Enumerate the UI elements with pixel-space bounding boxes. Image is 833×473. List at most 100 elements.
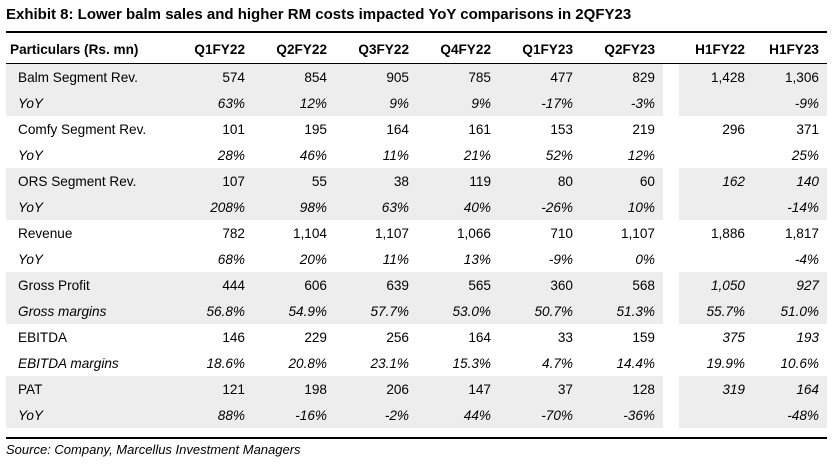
half-year-value-cell [679, 90, 753, 116]
header-quarter: Q1FY23 [499, 35, 581, 64]
row-label: Comfy Segment Rev. [18, 121, 147, 137]
quarter-value-cell: 146 [222, 329, 245, 345]
table-row: YoY 28% 46% 11% 21% 52% 12% 25% [6, 142, 827, 168]
quarter-value-cell: 128 [581, 376, 663, 402]
quarter-value-cell: 854 [253, 63, 335, 90]
quarter-value-cell: 40% [417, 194, 499, 220]
half-year-value-cell: 319 [679, 376, 753, 402]
quarter-value-cell: 57.7% [335, 298, 417, 324]
half-year-value-cell: 371 [796, 121, 819, 137]
bottom-rule [6, 437, 827, 439]
half-year-value-cell: 19.9% [706, 355, 745, 371]
table-row: EBITDA margins 18.6% 20.8% 23.1% 15.3% 4.7% 14… [6, 350, 827, 376]
quarter-value-cell: 1,104 [292, 225, 327, 241]
quarter-value-cell: 12% [627, 147, 655, 163]
quarter-value-cell: 28% [217, 147, 245, 163]
quarter-value-cell: 1,107 [620, 225, 655, 241]
half-year-value-cell: 193 [796, 329, 819, 345]
half-year-value-cell: 1,428 [679, 63, 753, 90]
column-gap [663, 324, 679, 350]
column-gap [663, 350, 679, 376]
quarter-value-cell: 20.8% [288, 355, 327, 371]
quarter-value-cell: 147 [417, 376, 499, 402]
half-year-value-cell [679, 402, 753, 428]
half-year-value-cell [679, 142, 753, 168]
row-label: Balm Segment Rev. [6, 63, 171, 90]
quarter-value-cell: 23.1% [370, 355, 409, 371]
row-label: YoY [6, 402, 171, 428]
quarter-value-cell: 1,107 [374, 225, 409, 241]
quarter-value-cell: 639 [335, 272, 417, 298]
quarter-value-cell: 219 [632, 121, 655, 137]
quarter-value-cell: 606 [253, 272, 335, 298]
half-year-value-cell [679, 194, 753, 220]
half-year-value-cell: -4% [794, 251, 819, 267]
quarter-value-cell: 1,066 [456, 225, 491, 241]
quarter-value-cell: 119 [417, 168, 499, 194]
quarter-value-cell: 107 [171, 168, 253, 194]
header-quarter: Q2FY22 [253, 35, 335, 64]
quarter-value-cell: 195 [304, 121, 327, 137]
quarter-value-cell: 88% [171, 402, 253, 428]
quarter-value-cell: 161 [468, 121, 491, 137]
table-row: YoY 63% 12% 9% 9% -17% -3% -9% [6, 90, 827, 116]
table-body: Balm Segment Rev. 574 854 905 785 477 829 1,428… [6, 63, 827, 428]
quarter-value-cell: 101 [222, 121, 245, 137]
quarter-value-cell: -36% [581, 402, 663, 428]
column-gap [663, 402, 679, 428]
quarter-value-cell: 51.3% [581, 298, 663, 324]
half-year-value-cell: 375 [722, 329, 745, 345]
table-row: PAT 121 198 206 147 37 128 319 164 [6, 376, 827, 402]
quarter-value-cell: 12% [253, 90, 335, 116]
quarter-value-cell: -3% [581, 90, 663, 116]
column-gap [663, 116, 679, 142]
column-gap [663, 246, 679, 272]
quarter-value-cell: 11% [382, 251, 409, 267]
table-row: YoY 208% 98% 63% 40% -26% 10% -14% [6, 194, 827, 220]
quarter-value-cell: 13% [463, 251, 491, 267]
half-year-value-cell: 55.7% [679, 298, 753, 324]
quarter-value-cell: 50.7% [499, 298, 581, 324]
quarter-value-cell: 121 [171, 376, 253, 402]
quarter-value-cell: 164 [468, 329, 491, 345]
quarter-value-cell: -2% [335, 402, 417, 428]
quarter-value-cell: 21% [463, 147, 491, 163]
half-year-value-cell: 140 [753, 168, 827, 194]
column-gap [663, 168, 679, 194]
quarter-value-cell: 4.7% [542, 355, 573, 371]
source-note: Source: Company, Marcellus Investment Ma… [6, 442, 301, 457]
half-year-value-cell: 1,050 [679, 272, 753, 298]
quarter-value-cell: 53.0% [417, 298, 499, 324]
quarter-value-cell: 206 [335, 376, 417, 402]
header-quarter: Q1FY22 [171, 35, 253, 64]
half-year-value-cell: -14% [753, 194, 827, 220]
table-row: YoY 88% -16% -2% 44% -70% -36% -48% [6, 402, 827, 428]
quarter-value-cell: 444 [171, 272, 253, 298]
table-row: Revenue 782 1,104 1,107 1,066 710 1,107 1,886 1,… [6, 220, 827, 246]
row-label: PAT [6, 376, 171, 402]
half-year-value-cell: 927 [753, 272, 827, 298]
half-year-value-cell: -48% [753, 402, 827, 428]
quarter-value-cell: 710 [550, 225, 573, 241]
table-row: YoY 68% 20% 11% 13% -9% 0% -4% [6, 246, 827, 272]
column-gap [663, 220, 679, 246]
half-year-value-cell: 164 [753, 376, 827, 402]
table-row: Gross Profit 444 606 639 565 360 568 1,050 927 [6, 272, 827, 298]
half-year-value-cell: 51.0% [753, 298, 827, 324]
row-label: YoY [18, 251, 43, 267]
half-year-value-cell: 296 [722, 121, 745, 137]
half-year-value-cell: 1,817 [784, 225, 819, 241]
row-label: EBITDA [18, 329, 68, 345]
half-year-value-cell: 25% [791, 147, 819, 163]
half-year-value-cell [679, 246, 753, 272]
quarter-value-cell: 905 [335, 63, 417, 90]
header-quarter: Q4FY22 [417, 35, 499, 64]
quarter-value-cell: 14.4% [616, 355, 655, 371]
table-row: Gross margins 56.8% 54.9% 57.7% 53.0% 50.7% 51… [6, 298, 827, 324]
quarter-value-cell: 153 [550, 121, 573, 137]
row-label: YoY [18, 147, 43, 163]
table-row: EBITDA 146 229 256 164 33 159 375 193 [6, 324, 827, 350]
row-label: Gross margins [6, 298, 171, 324]
header-half-year: H1FY22 [679, 35, 753, 64]
quarter-value-cell: 11% [382, 147, 409, 163]
